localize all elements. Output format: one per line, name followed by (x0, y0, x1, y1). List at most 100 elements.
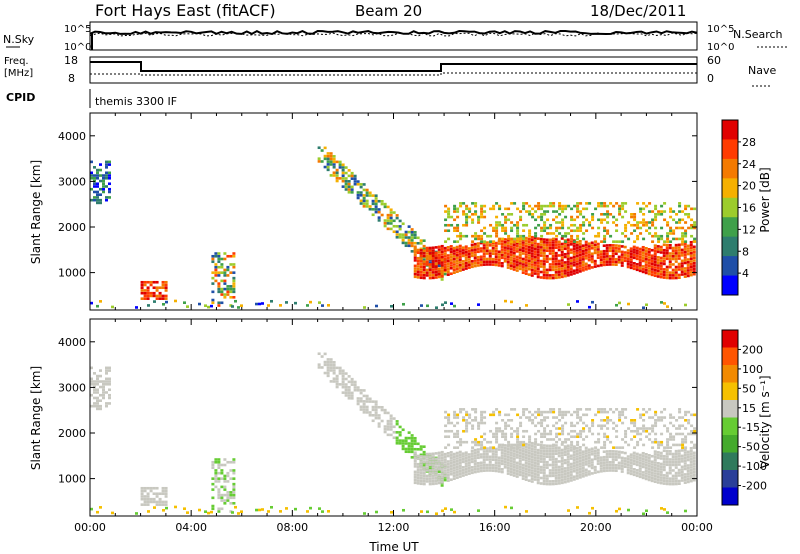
velocity-cell (624, 416, 628, 419)
power-cell (668, 243, 672, 247)
power-cell (621, 232, 625, 235)
velocity-cell (500, 454, 504, 457)
velocity-cell (662, 479, 666, 483)
velocity-cell (162, 509, 165, 512)
power-cell (633, 229, 637, 233)
velocity-cell (639, 413, 643, 417)
power-cell (561, 234, 565, 238)
power-cell (510, 226, 514, 230)
velocity-cell (486, 440, 490, 444)
power-cell (480, 204, 484, 208)
power-cell (689, 262, 693, 266)
velocity-cell (590, 447, 594, 451)
power-cell (561, 210, 565, 213)
velocity-cell (226, 499, 230, 502)
velocity-cell (672, 438, 676, 441)
velocity-cell (504, 427, 508, 430)
velocity-cell (693, 432, 697, 436)
power-cell (453, 240, 457, 243)
velocity-cell (522, 413, 526, 417)
power-cell (447, 207, 451, 211)
power-cell (99, 193, 102, 196)
velocity-cell (468, 416, 472, 419)
velocity-cell (102, 388, 105, 392)
velocity-cell (530, 452, 534, 456)
power-cell (102, 187, 105, 191)
power-cell (428, 276, 432, 280)
power-cell (464, 250, 468, 254)
power-cell (223, 274, 227, 277)
colorbar-tick-label: -200 (742, 480, 767, 493)
velocity-cell (446, 462, 450, 466)
power-cell (651, 210, 655, 213)
power-cell (419, 271, 423, 274)
power-cell (443, 263, 447, 266)
velocity-cell (530, 477, 534, 481)
power-cell (654, 215, 658, 219)
velocity-cell (440, 478, 444, 481)
power-cell (576, 215, 580, 219)
power-cell (320, 149, 324, 152)
power-cell (504, 215, 508, 219)
power-cell (431, 256, 435, 259)
power-cell (624, 210, 628, 213)
velocity-cell (444, 435, 448, 439)
power-cell (431, 253, 435, 256)
power-cell (528, 213, 532, 216)
velocity-cell (447, 443, 451, 447)
velocity-cell (371, 408, 375, 412)
power-cell (584, 254, 588, 257)
velocity-cell (554, 477, 558, 480)
power-cell (680, 262, 684, 265)
velocity-cell (549, 408, 553, 411)
velocity-cell (329, 360, 333, 364)
velocity-cell (591, 506, 594, 510)
power-cell (641, 270, 645, 274)
velocity-cell (428, 452, 432, 456)
power-cell (226, 274, 230, 277)
power-cell (693, 207, 697, 211)
velocity-cell (501, 432, 505, 436)
velocity-cell (476, 448, 480, 451)
power-cell (684, 240, 688, 243)
power-cell (492, 226, 496, 230)
velocity-cell (223, 485, 227, 489)
power-cell (684, 221, 688, 224)
velocity-cell (689, 449, 693, 453)
velocity-cell (653, 458, 657, 462)
velocity-cell (140, 503, 144, 506)
power-cell (521, 246, 525, 250)
power-cell (522, 223, 526, 227)
velocity-cell (668, 477, 672, 480)
power-cell (149, 283, 153, 287)
power-cell (582, 232, 586, 235)
velocity-cell (458, 450, 462, 454)
velocity-cell (519, 440, 523, 444)
velocity-cell (489, 413, 493, 417)
power-cell (365, 199, 369, 203)
velocity-cell (488, 469, 492, 472)
velocity-cell (503, 449, 507, 453)
power-cell (223, 257, 227, 261)
power-cell (647, 256, 651, 259)
velocity-cell (662, 460, 666, 464)
power-cell (111, 305, 114, 309)
velocity-cell (554, 463, 558, 466)
velocity-cell (633, 446, 637, 449)
velocity-cell (467, 453, 471, 456)
power-cell (494, 244, 498, 248)
power-cell (644, 271, 648, 275)
velocity-cell (398, 431, 402, 434)
power-cell (416, 236, 420, 240)
power-cell (509, 261, 513, 265)
velocity-cell (620, 470, 624, 473)
power-cell (609, 213, 613, 216)
power-cell (480, 229, 484, 233)
velocity-cell (452, 458, 456, 461)
power-cell (647, 264, 651, 268)
velocity-cell (96, 404, 99, 408)
velocity-cell (500, 457, 504, 460)
velocity-cell (223, 458, 227, 461)
power-cell (510, 240, 514, 243)
power-cell (229, 285, 233, 288)
